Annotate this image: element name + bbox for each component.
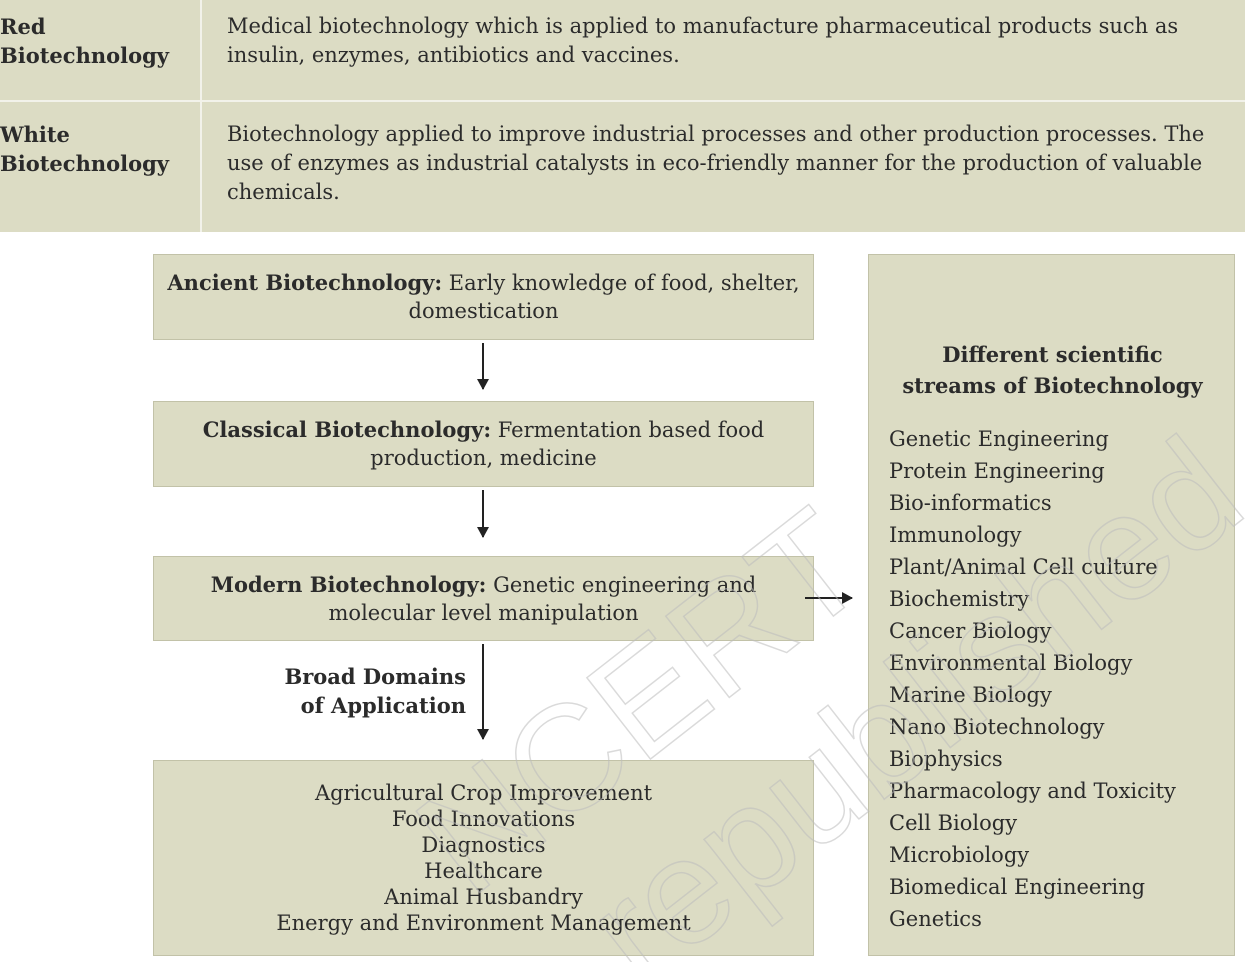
term-white-line2: Biotechnology bbox=[0, 151, 169, 176]
list-item: Cancer Biology bbox=[889, 619, 1052, 643]
ancient-biotech-box: Ancient Biotechnology: Early knowledge o… bbox=[153, 254, 814, 340]
domain-item: Food Innovations bbox=[391, 807, 576, 831]
definition-red: Medical biotechnology which is applied t… bbox=[227, 14, 1179, 67]
term-red-line1: Red bbox=[0, 14, 46, 39]
definition-white: Biotechnology applied to improve industr… bbox=[227, 122, 1205, 204]
term-white: White Biotechnology bbox=[0, 120, 200, 178]
table-row-red: Red Biotechnology Medical biotechnology … bbox=[0, 0, 1245, 102]
table-column-divider bbox=[200, 0, 202, 232]
term-red-line2: Biotechnology bbox=[0, 43, 169, 68]
list-item: Genetic Engineering bbox=[889, 427, 1109, 451]
list-item: Biophysics bbox=[889, 747, 1003, 771]
domain-item: Animal Husbandry bbox=[384, 885, 583, 909]
domain-item: Diagnostics bbox=[421, 833, 546, 857]
list-item: Plant/Animal Cell culture bbox=[889, 555, 1158, 579]
ancient-text: Early knowledge of food, shelter, domest… bbox=[408, 271, 800, 323]
list-item: Pharmacology and Toxicity bbox=[889, 779, 1176, 803]
list-item: Microbiology bbox=[889, 843, 1030, 867]
list-item: Environmental Biology bbox=[889, 651, 1133, 675]
list-item: Nano Biotechnology bbox=[889, 715, 1105, 739]
domain-item: Healthcare bbox=[424, 859, 543, 883]
list-item: Biomedical Engineering bbox=[889, 875, 1146, 899]
streams-title-line1: Different scientific bbox=[942, 342, 1163, 367]
streams-title: Different scientific streams of Biotechn… bbox=[869, 339, 1236, 401]
domain-item: Energy and Environment Management bbox=[276, 911, 691, 935]
arrow-right bbox=[805, 592, 853, 604]
classical-label: Classical Biotechnology: bbox=[202, 417, 492, 442]
modern-label: Modern Biotechnology: bbox=[210, 571, 487, 597]
table-divider bbox=[0, 100, 1245, 102]
broad-domains-label: Broad Domains of Application bbox=[284, 662, 466, 720]
modern-biotech-box: Modern Biotechnology: Genetic engineerin… bbox=[153, 556, 814, 641]
broad-domains-line2: of Application bbox=[300, 693, 466, 718]
classical-biotech-box: Classical Biotechnology: Fermentation ba… bbox=[153, 401, 814, 487]
list-item: Marine Biology bbox=[889, 683, 1052, 707]
application-domains-box: Agricultural Crop Improvement Food Innov… bbox=[153, 760, 814, 956]
list-item: Biochemistry bbox=[889, 587, 1030, 611]
streams-list: Genetic Engineering Protein Engineering … bbox=[889, 423, 1176, 935]
list-item: Immunology bbox=[889, 523, 1022, 547]
modern-text: Genetic engineering and molecular level … bbox=[328, 572, 757, 625]
list-item: Cell Biology bbox=[889, 811, 1018, 835]
table-row-white: White Biotechnology Biotechnology applie… bbox=[0, 102, 1245, 232]
scientific-streams-box: Different scientific streams of Biotechn… bbox=[868, 254, 1235, 956]
list-item: Bio-informatics bbox=[889, 491, 1052, 515]
arrow-down-2 bbox=[477, 490, 489, 538]
term-red: Red Biotechnology bbox=[0, 12, 200, 70]
list-item: Protein Engineering bbox=[889, 459, 1105, 483]
list-item: Genetics bbox=[889, 907, 982, 931]
arrow-down-1 bbox=[477, 343, 489, 390]
ancient-label: Ancient Biotechnology: bbox=[167, 270, 443, 295]
classical-text: Fermentation based food production, medi… bbox=[370, 418, 765, 470]
streams-title-line2: streams of Biotechnology bbox=[902, 373, 1203, 398]
broad-domains-line1: Broad Domains bbox=[284, 664, 466, 689]
domain-item: Agricultural Crop Improvement bbox=[314, 781, 653, 805]
term-white-line1: White bbox=[0, 122, 70, 147]
arrow-down-3 bbox=[477, 644, 489, 740]
